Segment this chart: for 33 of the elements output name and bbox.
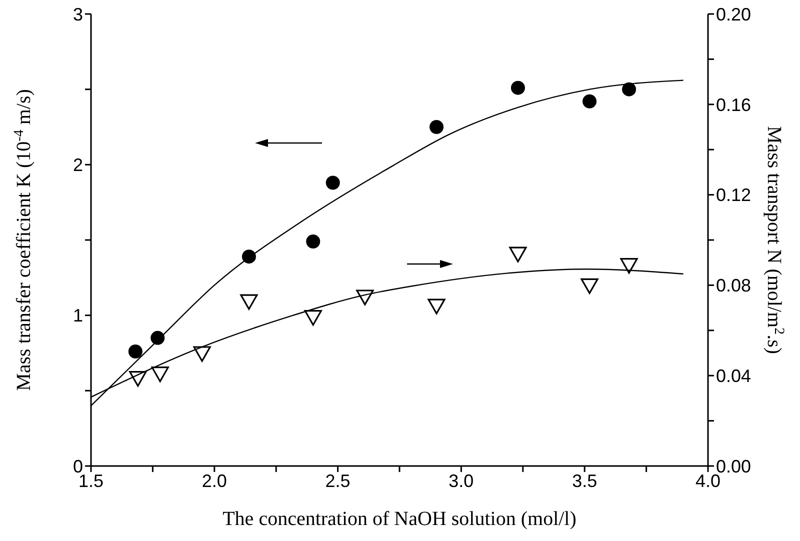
point bbox=[510, 80, 525, 95]
y2-tick-label: 0.12 bbox=[716, 185, 752, 206]
y2-tick-label: 0.20 bbox=[716, 4, 752, 24]
point bbox=[128, 344, 142, 358]
point bbox=[304, 310, 322, 326]
y2-tick-label: 0.04 bbox=[716, 366, 752, 386]
y-tick-label: 3 bbox=[72, 4, 83, 24]
point bbox=[240, 294, 258, 310]
y-tick-label: 2 bbox=[72, 155, 83, 176]
point bbox=[356, 290, 374, 306]
y2-tick-label: 0.08 bbox=[716, 276, 752, 296]
point bbox=[580, 278, 598, 294]
y-tick-label: 1 bbox=[72, 306, 83, 326]
point bbox=[242, 250, 256, 264]
point bbox=[509, 246, 527, 262]
point bbox=[326, 176, 340, 190]
point bbox=[620, 258, 638, 274]
point bbox=[622, 82, 636, 96]
y2-tick-label: 0.16 bbox=[716, 94, 752, 115]
point bbox=[151, 366, 169, 382]
point bbox=[129, 371, 147, 387]
point bbox=[150, 330, 165, 345]
y-tick-label: 0 bbox=[72, 456, 83, 476]
point bbox=[306, 234, 320, 249]
x-axis-title: The concentration of NaOH solution (mol/l) bbox=[222, 508, 576, 530]
point bbox=[430, 120, 444, 134]
point bbox=[428, 298, 446, 314]
x-tick-label: 2.5 bbox=[325, 470, 350, 491]
x-tick-label: 3.0 bbox=[448, 470, 474, 491]
x-tick-label: 2.0 bbox=[202, 470, 227, 491]
point bbox=[193, 346, 211, 362]
x-tick-label: 3.5 bbox=[572, 470, 598, 491]
point bbox=[582, 94, 597, 108]
